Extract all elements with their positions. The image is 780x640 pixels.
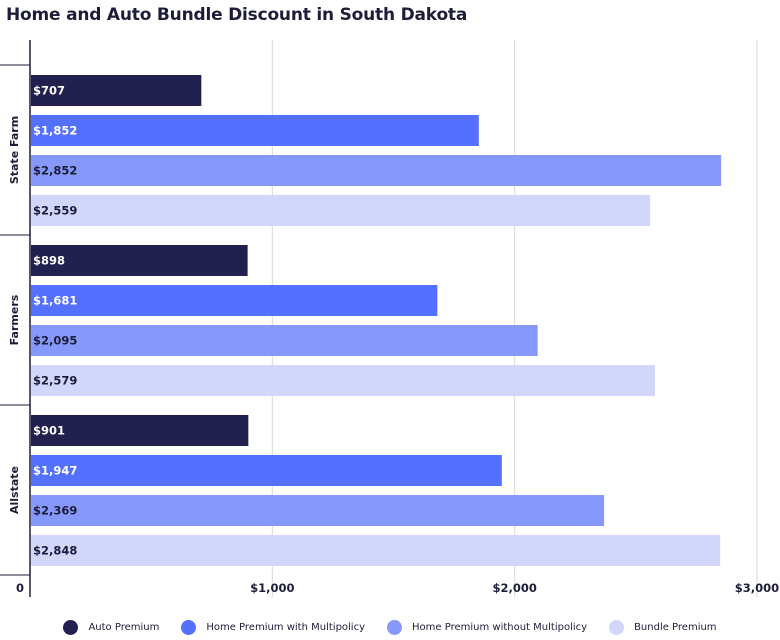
legend-label: Home Premium without Multipolicy bbox=[412, 622, 588, 633]
bar-value-label: $2,848 bbox=[33, 544, 77, 558]
x-tick-label: 0 bbox=[16, 581, 24, 595]
legend-swatch bbox=[181, 620, 197, 635]
bar-value-label: $1,947 bbox=[33, 464, 77, 478]
legend-item: Bundle Premium bbox=[609, 620, 717, 635]
bar-value-label: $898 bbox=[33, 254, 65, 268]
bar-chart: $707 $1,852 $2,852 $2,559 $898 $1,681 $2,095 $2… bbox=[0, 40, 779, 597]
legend-item: Auto Premium bbox=[63, 620, 159, 635]
legend-item: Home Premium with Multipolicy bbox=[181, 620, 365, 635]
bar bbox=[31, 495, 605, 526]
x-tick-label: $1,000 bbox=[250, 581, 294, 595]
bar-value-label: $2,095 bbox=[33, 334, 77, 348]
bar bbox=[31, 535, 721, 566]
bar bbox=[31, 75, 202, 106]
category-label: Farmers bbox=[8, 294, 21, 345]
category-label: Allstate bbox=[8, 466, 21, 514]
bar-value-label: $2,559 bbox=[33, 204, 77, 218]
bar bbox=[31, 365, 655, 396]
bar-value-label: $2,579 bbox=[33, 374, 77, 388]
legend-label: Home Premium with Multipolicy bbox=[206, 622, 366, 633]
bar bbox=[31, 155, 722, 186]
bar bbox=[31, 455, 502, 486]
bar bbox=[31, 245, 248, 276]
chart-title: Home and Auto Bundle Discount in South D… bbox=[6, 5, 468, 25]
chart-legend: Auto Premium Home Premium with Multipolic… bbox=[0, 620, 780, 635]
legend-item: Home Premium without Multipolicy bbox=[387, 620, 587, 635]
x-tick-label: $3,000 bbox=[735, 581, 779, 595]
bar-value-label: $2,369 bbox=[33, 504, 77, 518]
bar bbox=[31, 115, 479, 146]
bar bbox=[31, 195, 651, 226]
bar-value-label: $2,852 bbox=[33, 164, 77, 178]
bar-value-label: $1,681 bbox=[33, 294, 77, 308]
legend-label: Bundle Premium bbox=[634, 622, 717, 633]
category-label: State Farm bbox=[8, 116, 21, 184]
legend-swatch bbox=[387, 620, 403, 635]
bar bbox=[31, 285, 438, 316]
bar-value-label: $707 bbox=[33, 84, 65, 98]
x-tick-label: $2,000 bbox=[492, 581, 536, 595]
legend-swatch bbox=[609, 620, 625, 635]
legend-swatch bbox=[63, 620, 79, 635]
legend-label: Auto Premium bbox=[88, 622, 160, 633]
bar bbox=[31, 415, 249, 446]
bar bbox=[31, 325, 538, 356]
bar-value-label: $901 bbox=[33, 424, 65, 438]
bar-value-label: $1,852 bbox=[33, 124, 77, 138]
